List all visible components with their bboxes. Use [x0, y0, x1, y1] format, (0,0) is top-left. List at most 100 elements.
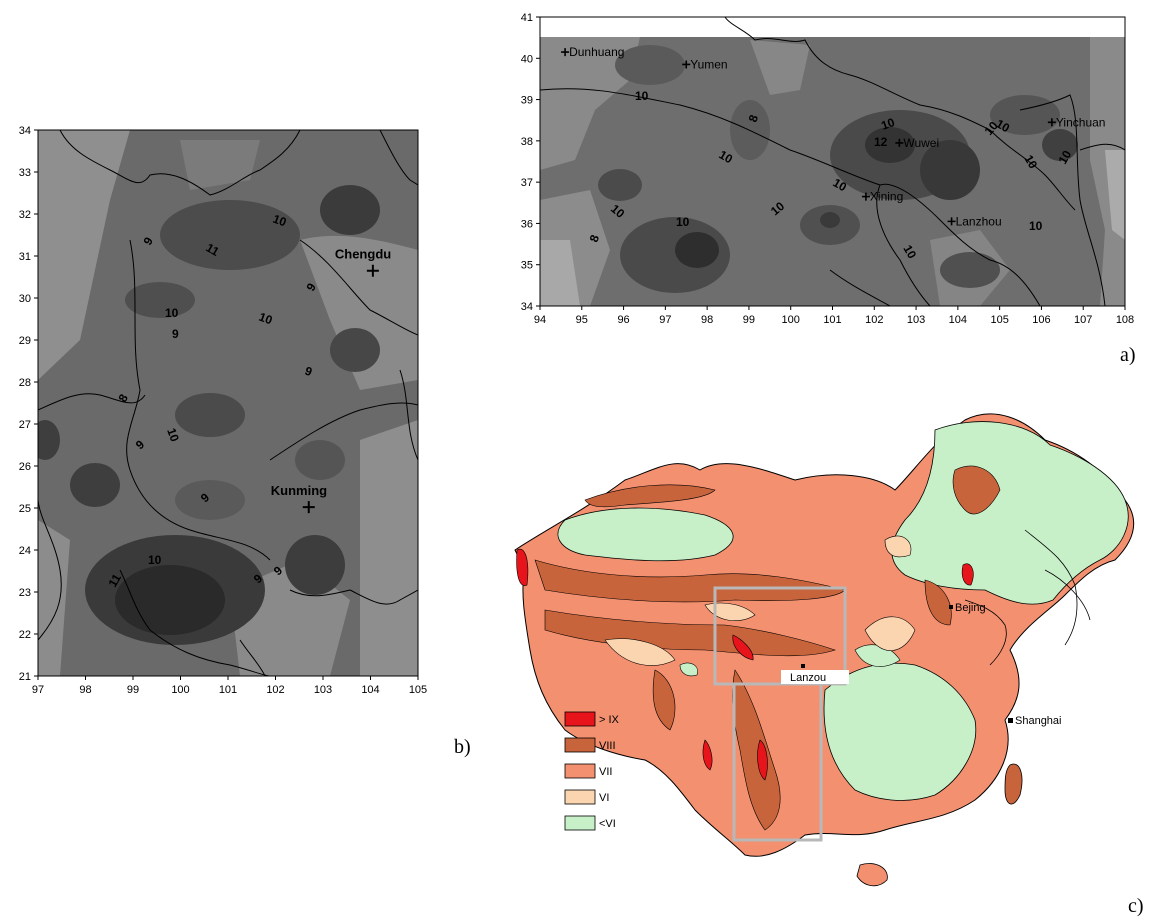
- city-chengdu: Chengdu: [335, 247, 391, 277]
- panel-a-x-axis: 94 95 96 97 98 99 100 101 102 103 104 105 106 107 108: [534, 306, 1134, 326]
- city-label-shanghai: Shanghai: [1015, 715, 1062, 727]
- legend-swatch: [564, 711, 596, 727]
- city-label-lanzou: Lanzou: [790, 672, 826, 684]
- x-tick-label: 101: [219, 684, 237, 696]
- y-tick-label: 40: [521, 53, 533, 65]
- y-tick-label: 34: [521, 301, 533, 313]
- x-tick-label: 101: [823, 314, 841, 326]
- city-label: Xining: [870, 190, 903, 204]
- city-kunming: Kunming: [271, 483, 327, 514]
- contour-label: 10: [271, 212, 289, 230]
- contour-label: 10: [994, 116, 1013, 135]
- x-tick-label: 105: [990, 314, 1008, 326]
- y-tick-label: 24: [19, 545, 31, 557]
- y-tick-label: 25: [19, 503, 31, 515]
- panel-a-contour-field: [540, 17, 1125, 306]
- city-label: Lanzhou: [956, 214, 1002, 228]
- y-tick-label: 22: [19, 629, 31, 641]
- legend-item: <VI: [564, 815, 616, 831]
- x-tick-label: 97: [32, 684, 44, 696]
- contour-label: 9: [303, 364, 314, 380]
- x-tick-label: 95: [576, 314, 588, 326]
- city-xining: Xining: [861, 190, 903, 204]
- panel-a-y-axis: 34 35 36 37 38 39 40 41: [521, 12, 540, 313]
- y-tick-label: 30: [19, 293, 31, 305]
- contour-label: 12: [874, 135, 888, 149]
- x-tick-label: 99: [743, 314, 755, 326]
- contour-label: 10: [1055, 148, 1074, 167]
- x-tick-label: 104: [361, 684, 379, 696]
- y-tick-label: 26: [19, 461, 31, 473]
- city-label: Wuwei: [903, 136, 939, 150]
- contour-label: 9: [172, 327, 179, 341]
- y-tick-label: 27: [19, 419, 31, 431]
- y-tick-label: 36: [521, 218, 533, 230]
- city-yumen: Yumen: [682, 57, 728, 71]
- contour-label: 10: [1029, 219, 1043, 233]
- panel-c-label: c): [1128, 895, 1144, 917]
- legend-label: VII: [599, 766, 612, 778]
- y-tick-label: 32: [19, 209, 31, 221]
- x-tick-label: 102: [865, 314, 883, 326]
- legend-item: VI: [564, 789, 609, 805]
- contour-label: 10: [717, 147, 736, 166]
- city-marker: [1008, 718, 1013, 723]
- city-label: Kunming: [271, 483, 327, 498]
- x-tick-label: 103: [907, 314, 925, 326]
- panel-a-label: a): [1120, 344, 1136, 366]
- legend-swatch: [564, 789, 596, 805]
- contour-label: 8: [587, 233, 603, 244]
- city-marker: [801, 664, 805, 668]
- panel-b-contour-field: [38, 130, 418, 676]
- city-marker-icon: [895, 138, 904, 147]
- x-tick-label: 102: [266, 684, 284, 696]
- study-area-b-box: [732, 682, 823, 842]
- city-label: Dunhuang: [569, 45, 624, 59]
- city-label-beijing: Bejing: [955, 602, 986, 614]
- legend-label: VIII: [599, 740, 616, 752]
- city-marker-icon: [302, 501, 315, 514]
- contour-label: 10: [831, 175, 850, 194]
- panel-b-x-axis: 97 98 99 100 101 102 103 104 105: [32, 676, 427, 696]
- panel-b-contour-labels: 10 9 11 9 10 9 10 9 8 10 9 9 10 11 9 9: [105, 212, 319, 590]
- contour-label: 10: [676, 215, 690, 229]
- legend-item: VIII: [564, 737, 616, 753]
- city-wuwei: Wuwei: [895, 136, 939, 150]
- contour-label: 10: [879, 115, 897, 133]
- y-tick-label: 31: [19, 251, 31, 263]
- city-marker-icon: [947, 217, 956, 226]
- y-tick-label: 29: [19, 335, 31, 347]
- contour-label: 8: [746, 113, 762, 124]
- x-tick-label: 103: [314, 684, 332, 696]
- x-tick-label: 94: [534, 314, 546, 326]
- x-tick-label: 107: [1074, 314, 1092, 326]
- city-marker-icon: [861, 192, 870, 201]
- city-marker-icon: [682, 60, 691, 69]
- x-tick-label: 106: [1032, 314, 1050, 326]
- legend-swatch: [564, 815, 596, 831]
- city-marker-icon: [366, 264, 379, 277]
- x-tick-label: 100: [782, 314, 800, 326]
- contour-label: 10: [1021, 153, 1040, 172]
- legend-label: <VI: [599, 818, 616, 830]
- panel-b-y-axis: 21 22 23 24 25 26 27 28 29 30 31 32 33 34: [19, 125, 38, 683]
- panel-c-hazard-map: Bejing Lanzou Shanghai > IX VIII VII VI <VI: [514, 413, 1135, 887]
- panel-c-legend: > IX VIII VII VI <VI: [564, 711, 620, 831]
- y-tick-label: 23: [19, 587, 31, 599]
- panel-a-cities: Dunhuang Yumen Wuwei Xining Lanzhou Yinchuan: [561, 45, 1105, 228]
- contour-label: 10: [257, 310, 275, 328]
- x-tick-label: 98: [79, 684, 91, 696]
- city-dunhuang: Dunhuang: [561, 45, 624, 59]
- city-marker-icon: [561, 48, 570, 57]
- y-tick-label: 38: [521, 136, 533, 148]
- panel-b-label: b): [454, 736, 471, 758]
- panel-b-cities: Chengdu Kunming: [271, 247, 391, 514]
- city-marker-icon: [1047, 118, 1056, 127]
- contour-label: 10: [635, 89, 649, 103]
- legend-swatch: [564, 737, 596, 753]
- contour-label: 10: [164, 426, 182, 444]
- y-tick-label: 28: [19, 377, 31, 389]
- contour-label: 10: [148, 553, 162, 567]
- y-tick-label: 41: [521, 12, 533, 24]
- legend-label: > IX: [599, 714, 620, 726]
